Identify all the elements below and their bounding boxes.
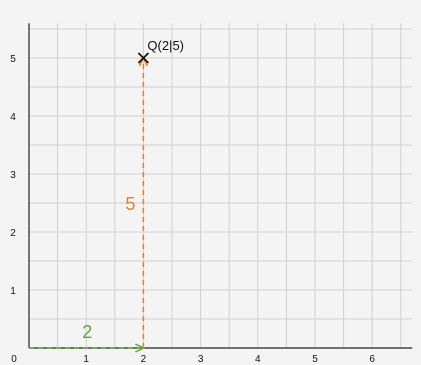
horizontal-distance-label: 2	[82, 322, 92, 342]
x-tick-label-4: 4	[255, 354, 261, 365]
x-axis-ticks: 0 1 2 3 4 5 6	[11, 354, 375, 365]
vertical-distance-label: 5	[125, 194, 135, 214]
x-tick-label-2: 2	[141, 354, 147, 365]
y-tick-label-5: 5	[10, 54, 16, 65]
x-tick-label-5: 5	[312, 354, 318, 365]
x-mark-icon	[137, 52, 150, 64]
grid	[28, 23, 413, 349]
point-q: Q(2|5)	[137, 38, 184, 64]
y-tick-label-2: 2	[10, 228, 16, 239]
x-tick-label-6: 6	[369, 354, 375, 365]
y-tick-label-1: 1	[10, 286, 16, 297]
x-tick-label-1: 1	[83, 354, 89, 365]
y-axis-ticks: 1 2 3 4 5	[10, 54, 16, 297]
x-tick-label-3: 3	[198, 354, 204, 365]
y-tick-label-3: 3	[10, 170, 16, 181]
x-mark-stroke-b	[137, 52, 150, 64]
point-q-label: Q(2|5)	[147, 38, 184, 53]
y-tick-label-4: 4	[10, 112, 16, 123]
x-tick-label-0: 0	[11, 354, 17, 365]
